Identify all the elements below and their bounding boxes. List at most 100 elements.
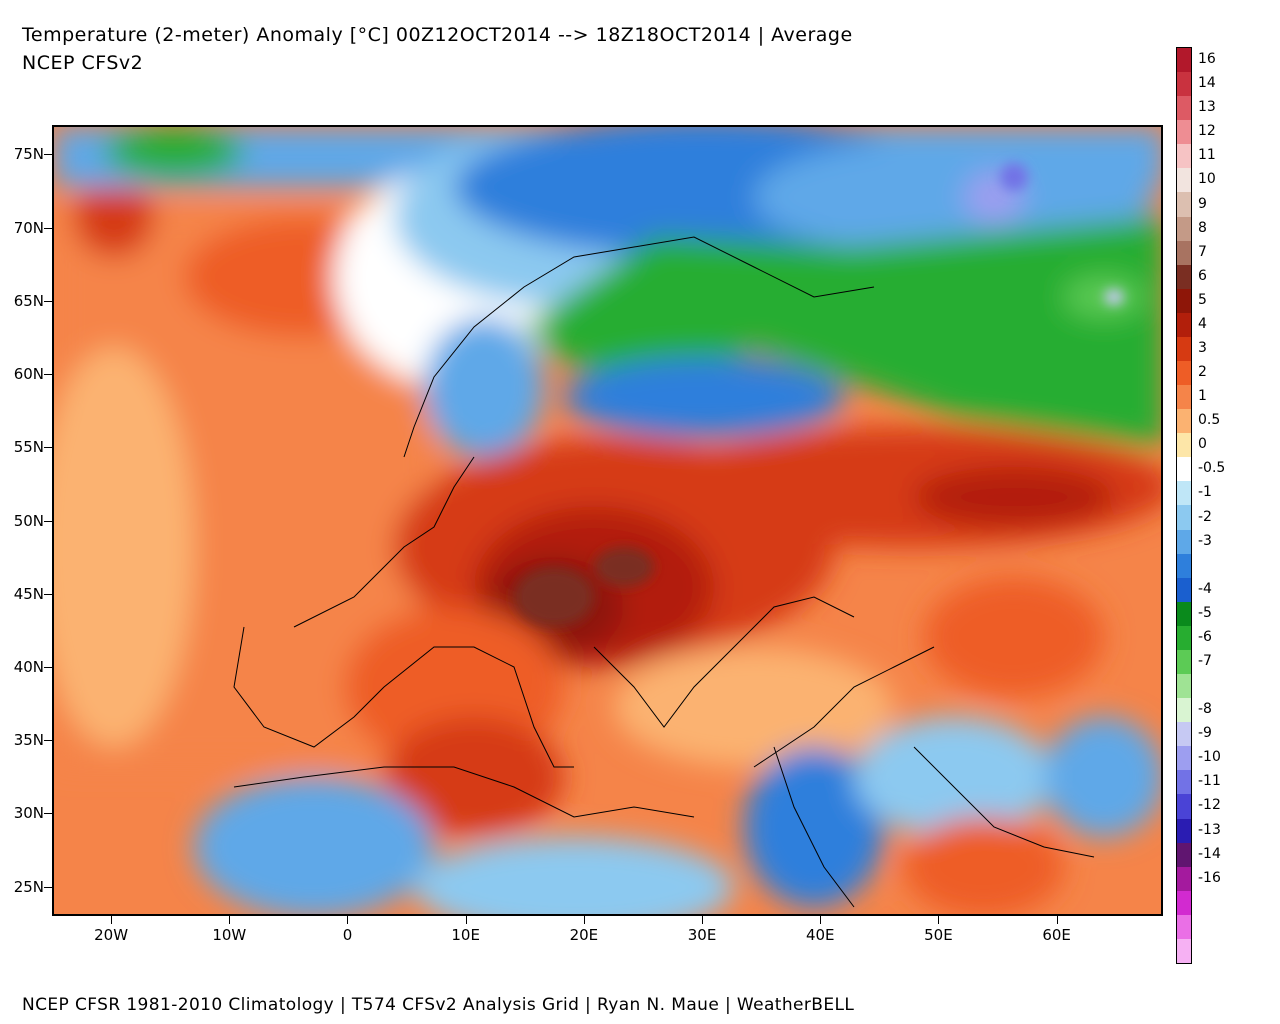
lat-label: 55N <box>13 438 44 457</box>
colorbar-swatch <box>1177 120 1191 145</box>
lat-label: 50N <box>13 511 44 530</box>
lat-label: 35N <box>13 731 44 750</box>
colorbar-swatch <box>1177 529 1191 554</box>
colorbar-label: -16 <box>1198 869 1221 886</box>
lat-tick <box>44 447 52 449</box>
colorbar-label: -9 <box>1198 725 1212 742</box>
colorbar-label: 16 <box>1198 51 1216 68</box>
anomaly-map <box>52 125 1163 916</box>
colorbar-label: 8 <box>1198 219 1207 236</box>
colorbar-label: 11 <box>1198 147 1216 164</box>
footer-credits: NCEP CFSR 1981-2010 Climatology | T574 C… <box>22 995 855 1015</box>
lon-label: 10E <box>451 926 480 944</box>
lon-tick <box>820 916 822 924</box>
colorbar-swatch <box>1177 553 1191 578</box>
colorbar-label: 5 <box>1198 291 1207 308</box>
lat-tick <box>44 300 52 302</box>
map-subtitle: NCEP CFSv2 <box>22 52 144 74</box>
colorbar-label: -6 <box>1198 628 1212 645</box>
lon-tick <box>347 916 349 924</box>
colorbar-swatch <box>1177 409 1191 434</box>
colorbar-swatch <box>1177 312 1191 337</box>
lat-label: 25N <box>13 877 44 896</box>
colorbar-label: -13 <box>1198 821 1221 838</box>
anomaly-field <box>54 127 1161 914</box>
colorbar-label: 0 <box>1198 436 1207 453</box>
colorbar-swatch <box>1177 649 1191 675</box>
lat-tick <box>44 520 52 522</box>
colorbar-label: -10 <box>1198 749 1221 766</box>
colorbar-swatch <box>1177 866 1191 891</box>
lon-label: 10W <box>212 926 247 944</box>
colorbar-swatch <box>1177 288 1191 313</box>
colorbar-swatch <box>1177 577 1191 602</box>
colorbar-swatch <box>1177 625 1191 650</box>
colorbar-swatch <box>1177 938 1191 963</box>
map-title: Temperature (2-meter) Anomaly [°C] 00Z12… <box>22 24 853 46</box>
colorbar-label: -1 <box>1198 484 1212 501</box>
colorbar-label: -8 <box>1198 701 1212 718</box>
colorbar-label: -11 <box>1198 773 1221 790</box>
lat-label: 45N <box>13 584 44 603</box>
lon-label: 50E <box>924 926 953 944</box>
colorbar-swatch <box>1177 48 1191 73</box>
colorbar-swatch <box>1177 794 1191 819</box>
lon-label: 20W <box>94 926 129 944</box>
colorbar-swatch <box>1177 674 1191 699</box>
lat-tick <box>44 886 52 888</box>
lon-tick <box>938 916 940 924</box>
colorbar-label: -3 <box>1198 532 1212 549</box>
colorbar-swatch <box>1177 240 1191 265</box>
colorbar-swatch <box>1177 433 1191 458</box>
colorbar-swatch <box>1177 914 1191 939</box>
lat-label: 30N <box>13 804 44 823</box>
colorbar-swatch <box>1177 168 1191 193</box>
colorbar-label: 13 <box>1198 99 1216 116</box>
colorbar-label: 7 <box>1198 243 1207 260</box>
colorbar-label: 1 <box>1198 388 1207 405</box>
colorbar-label: 2 <box>1198 364 1207 381</box>
colorbar-swatch <box>1177 818 1191 843</box>
lat-tick <box>44 154 52 156</box>
lon-label: 20E <box>569 926 599 944</box>
lon-tick <box>702 916 704 924</box>
colorbar-label: -12 <box>1198 797 1221 814</box>
colorbar-swatch <box>1177 385 1191 410</box>
lat-label: 70N <box>13 218 44 237</box>
colorbar-label: 14 <box>1198 75 1216 92</box>
colorbar-swatch <box>1177 457 1191 482</box>
colorbar-swatch <box>1177 192 1191 217</box>
colorbar-label: 0.5 <box>1198 412 1221 429</box>
colorbar-label: 9 <box>1198 195 1207 212</box>
colorbar-swatch <box>1177 144 1191 169</box>
colorbar-swatch <box>1177 96 1191 121</box>
lon-tick <box>229 916 231 924</box>
lat-label: 60N <box>13 365 44 384</box>
lat-label: 40N <box>13 657 44 676</box>
lon-label: 0 <box>342 926 353 944</box>
lat-tick <box>44 374 52 376</box>
colorbar-swatch <box>1177 264 1191 289</box>
lat-tick <box>44 666 52 668</box>
colorbar-label: 3 <box>1198 339 1207 356</box>
colorbar <box>1176 47 1192 964</box>
colorbar-label: -14 <box>1198 845 1221 862</box>
colorbar-swatch <box>1177 361 1191 386</box>
lat-tick <box>44 593 52 595</box>
colorbar-label: 4 <box>1198 315 1207 332</box>
colorbar-swatch <box>1177 336 1191 362</box>
colorbar-swatch <box>1177 722 1191 747</box>
colorbar-label: 12 <box>1198 123 1216 140</box>
colorbar-label: 10 <box>1198 171 1216 188</box>
colorbar-swatch <box>1177 72 1191 97</box>
colorbar-swatch <box>1177 505 1191 530</box>
lon-tick <box>583 916 585 924</box>
lon-label: 60E <box>1042 926 1071 944</box>
colorbar-label: 6 <box>1198 267 1207 284</box>
lat-tick <box>44 740 52 742</box>
colorbar-swatch <box>1177 601 1191 626</box>
colorbar-swatch <box>1177 216 1191 241</box>
colorbar-swatch <box>1177 481 1191 506</box>
lat-label: 75N <box>13 145 44 164</box>
lat-tick <box>44 813 52 815</box>
